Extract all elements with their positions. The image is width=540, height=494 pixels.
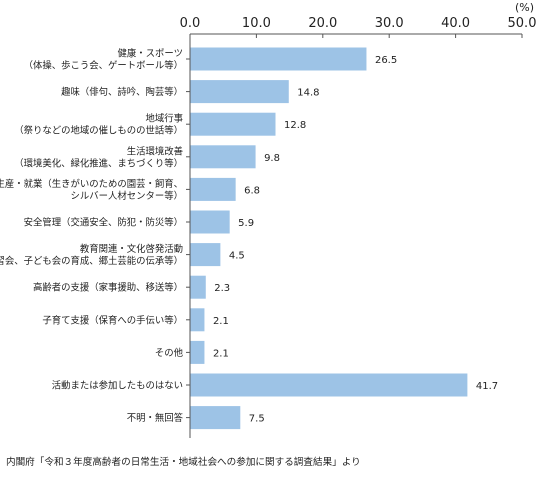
- x-tick-label: 40.0: [441, 16, 470, 31]
- category-label: （祭りなどの地域の催しものの世話等）: [14, 125, 183, 137]
- bar: [190, 340, 205, 364]
- data-label: 14.8: [297, 88, 319, 99]
- category-label: （学習会、子ども会の育成、郷土芸能の伝承等）: [0, 255, 183, 267]
- category-label: 高齢者の支援（家事援助、移送等）: [33, 282, 183, 294]
- data-label: 6.8: [244, 185, 260, 196]
- category-label: 子育て支援（保育への手伝い等）: [42, 314, 183, 326]
- data-label: 2.1: [213, 348, 229, 359]
- unit-label: (%): [515, 1, 534, 14]
- category-label: シルバー人材センター等）: [70, 190, 183, 202]
- category-label: 不明・無回答: [127, 412, 184, 424]
- bar: [190, 177, 236, 201]
- data-label: 2.1: [213, 316, 229, 327]
- data-label: 41.7: [476, 381, 498, 392]
- x-tick-label: 30.0: [375, 16, 404, 31]
- data-label: 2.3: [214, 283, 230, 294]
- bar: [190, 112, 276, 136]
- x-tick-label: 0.0: [180, 16, 201, 31]
- category-label: 活動または参加したものはない: [52, 380, 183, 392]
- category-label: （環境美化、緑化推進、まちづくり等）: [14, 157, 183, 169]
- data-label: 4.5: [229, 251, 245, 262]
- bar: [190, 406, 241, 430]
- source-note: 内閣府「令和３年度高齢者の日常生活・地域社会への参加に関する調査結果」より: [6, 457, 361, 468]
- bar: [190, 145, 256, 169]
- x-tick-label: 20.0: [308, 16, 337, 31]
- category-label: 生産・就業（生きがいのための園芸・飼育、: [0, 178, 183, 190]
- category-label: 趣味（俳句、詩吟、陶芸等）: [61, 86, 183, 98]
- category-label: 安全管理（交通安全、防犯・防災等）: [24, 217, 183, 229]
- category-label: その他: [155, 347, 184, 359]
- x-tick-label: 50.0: [508, 16, 537, 31]
- category-label: 教育関連・文化啓発活動: [80, 243, 183, 255]
- category-label: 健康・スポーツ: [118, 48, 183, 60]
- bar: [190, 243, 221, 267]
- x-tick-label: 10.0: [242, 16, 271, 31]
- bar: [190, 275, 206, 299]
- bar: [190, 47, 367, 71]
- data-label: 7.5: [249, 414, 265, 425]
- bar: [190, 80, 289, 104]
- bar: [190, 210, 230, 234]
- category-label: 生活環境改善: [127, 145, 183, 157]
- bar: [190, 308, 205, 332]
- data-label: 9.8: [264, 153, 280, 164]
- bar: [190, 373, 468, 397]
- data-label: 26.5: [375, 55, 397, 66]
- data-label: 12.8: [284, 120, 306, 131]
- category-label: 地域行事: [145, 113, 183, 125]
- category-label: （体操、歩こう会、ゲートボール等）: [24, 60, 183, 72]
- data-label: 5.9: [238, 218, 254, 229]
